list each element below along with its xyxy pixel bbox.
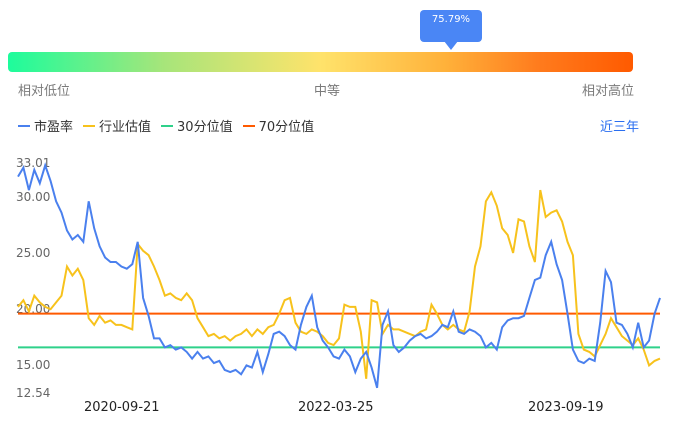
scale-label-high: 相对高位 bbox=[582, 84, 635, 99]
legend-line-icon bbox=[18, 124, 30, 127]
legend-label: 30分位值 bbox=[177, 120, 233, 135]
legend-label: 市盈率 bbox=[34, 120, 74, 135]
industry-valuation-series bbox=[17, 189, 661, 379]
legend-item-p30[interactable]: 30分位值 bbox=[161, 116, 233, 135]
legend-line-icon bbox=[83, 124, 96, 127]
legend-item-pe[interactable]: 市盈率 bbox=[18, 116, 73, 135]
y-tick-label: 30.00 bbox=[16, 190, 51, 204]
x-tick-label: 2020-09-21 bbox=[84, 400, 160, 415]
y-tick-label: 15.00 bbox=[16, 358, 51, 372]
x-tick-label: 2023-09-19 bbox=[528, 400, 604, 415]
legend-line-icon bbox=[242, 124, 255, 127]
scale-label-mid: 中等 bbox=[314, 84, 341, 99]
y-tick-label: 33.01 bbox=[16, 156, 51, 170]
tooltip-arrow bbox=[444, 41, 458, 50]
scale-label-low: 相对低位 bbox=[18, 84, 71, 99]
y-tick-label: 12.54 bbox=[16, 386, 51, 400]
time-range-selector[interactable]: 近三年 bbox=[600, 120, 640, 135]
pe-ratio-series bbox=[17, 162, 661, 389]
chart-legend: 市盈率 行业估值 30分位值 70分位值 bbox=[18, 116, 314, 135]
legend-line-icon bbox=[161, 124, 174, 127]
legend-item-p70[interactable]: 70分位值 bbox=[242, 116, 315, 135]
legend-label: 行业估值 bbox=[99, 120, 152, 135]
legend-label: 70分位值 bbox=[258, 120, 315, 135]
y-tick-label: 20.00 bbox=[16, 302, 51, 316]
valuation-gradient-bar bbox=[8, 52, 633, 72]
percentile-value: 75.79% bbox=[431, 14, 471, 25]
percentile-tooltip: 75.79% bbox=[420, 10, 482, 50]
legend-item-industry[interactable]: 行业估值 bbox=[83, 116, 151, 135]
y-tick-label: 25.00 bbox=[16, 246, 51, 260]
x-tick-label: 2022-03-25 bbox=[298, 400, 374, 415]
